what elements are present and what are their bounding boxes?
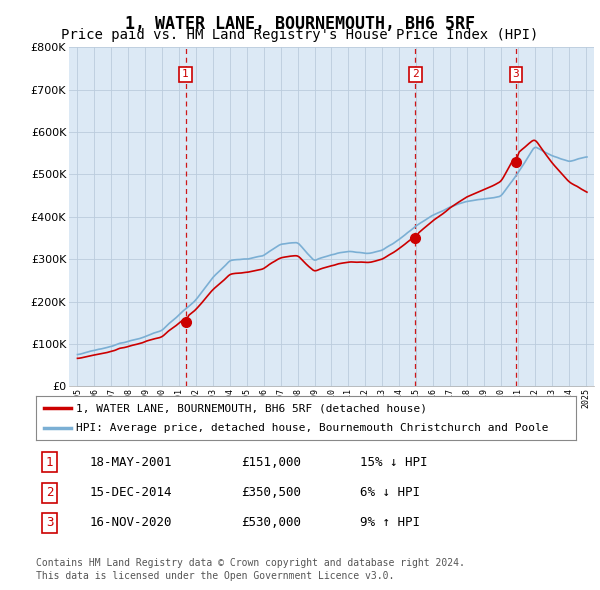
Text: 6% ↓ HPI: 6% ↓ HPI (360, 486, 420, 499)
Text: 16-NOV-2020: 16-NOV-2020 (90, 516, 173, 529)
Text: 1: 1 (182, 70, 189, 79)
Text: 1, WATER LANE, BOURNEMOUTH, BH6 5RF: 1, WATER LANE, BOURNEMOUTH, BH6 5RF (125, 15, 475, 33)
Text: Price paid vs. HM Land Registry's House Price Index (HPI): Price paid vs. HM Land Registry's House … (61, 28, 539, 42)
Text: 2: 2 (46, 486, 53, 499)
Text: Contains HM Land Registry data © Crown copyright and database right 2024.: Contains HM Land Registry data © Crown c… (36, 558, 465, 568)
Text: 15-DEC-2014: 15-DEC-2014 (90, 486, 173, 499)
Text: 15% ↓ HPI: 15% ↓ HPI (360, 456, 427, 469)
Text: 1: 1 (46, 456, 53, 469)
Text: HPI: Average price, detached house, Bournemouth Christchurch and Poole: HPI: Average price, detached house, Bour… (77, 423, 549, 433)
Text: This data is licensed under the Open Government Licence v3.0.: This data is licensed under the Open Gov… (36, 571, 394, 581)
Text: 2: 2 (412, 70, 419, 79)
Text: 18-MAY-2001: 18-MAY-2001 (90, 456, 173, 469)
Text: 1, WATER LANE, BOURNEMOUTH, BH6 5RF (detached house): 1, WATER LANE, BOURNEMOUTH, BH6 5RF (det… (77, 403, 427, 413)
Text: 9% ↑ HPI: 9% ↑ HPI (360, 516, 420, 529)
Text: £151,000: £151,000 (241, 456, 301, 469)
Text: £530,000: £530,000 (241, 516, 301, 529)
Text: 3: 3 (46, 516, 53, 529)
Text: 3: 3 (512, 70, 519, 79)
Text: £350,500: £350,500 (241, 486, 301, 499)
